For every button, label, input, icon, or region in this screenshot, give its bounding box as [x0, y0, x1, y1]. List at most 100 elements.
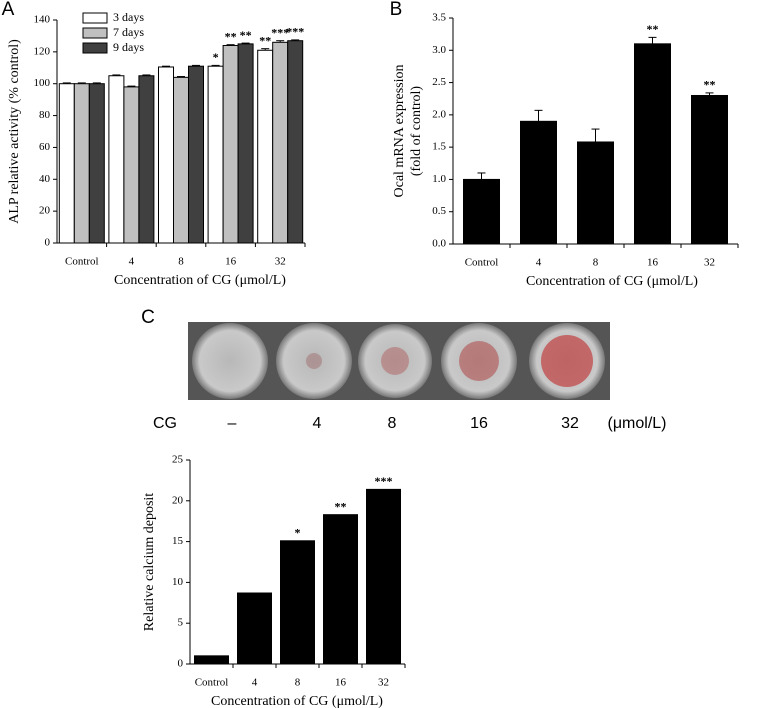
- significance: *: [213, 50, 219, 64]
- bar: [207, 65, 224, 244]
- y-tick-label: 3.0: [432, 44, 446, 56]
- y-tick-label: 1.5: [432, 141, 446, 153]
- bar: [463, 178, 500, 245]
- legend-label: 3 days: [113, 10, 144, 24]
- panel-label: A: [2, 0, 15, 20]
- significance: ***: [375, 474, 393, 488]
- x-tick-label: 4: [252, 677, 258, 689]
- y-tick-label: 2.5: [432, 76, 446, 88]
- x-tick-label: 16: [335, 677, 347, 689]
- panel-label: B: [390, 0, 403, 20]
- plate-prefix: CG: [153, 415, 177, 432]
- significance: **: [335, 499, 347, 513]
- y-tick-label: 5: [178, 617, 184, 629]
- plate-images: [188, 322, 610, 400]
- y-tick-label: 25: [172, 454, 184, 466]
- bar: [158, 66, 174, 244]
- bar: [194, 655, 229, 665]
- x-tick-label: 4: [536, 257, 542, 269]
- legend-swatch: [82, 12, 108, 24]
- y-tick-label: 60: [39, 141, 51, 153]
- x-tick-label: 32: [378, 677, 389, 689]
- y-tick-label: 0.0: [432, 238, 446, 250]
- x-tick-label: 32: [275, 256, 286, 268]
- bar: [237, 592, 272, 665]
- bar: [123, 86, 140, 244]
- plate-dose: 8: [388, 415, 397, 432]
- significance: **: [240, 28, 252, 42]
- panel-label: C: [141, 307, 155, 328]
- significance: ***: [271, 25, 289, 39]
- x-axis-label: Concentration of CG (μmol/L): [114, 273, 286, 288]
- bar: [691, 94, 728, 245]
- plate-dose: 4: [313, 415, 322, 432]
- significance: **: [259, 33, 271, 47]
- y-axis-label: Ocal mRNA expression: [392, 65, 407, 198]
- bar: [520, 120, 557, 245]
- bar: [58, 83, 75, 244]
- x-tick-label: 32: [704, 257, 715, 269]
- bar: [138, 75, 155, 244]
- y-tick-label: 10: [172, 576, 184, 588]
- x-tick-label: 8: [178, 256, 184, 268]
- y-tick-label: 20: [172, 494, 184, 506]
- bar: [73, 83, 90, 244]
- y-tick-label: 3.5: [432, 12, 446, 24]
- legend-label: 9 days: [113, 40, 144, 54]
- legend-label: 7 days: [113, 25, 144, 39]
- bar: [366, 488, 401, 665]
- plate-unit: (μmol/L): [608, 415, 667, 432]
- well: [192, 323, 268, 399]
- plate-dose: 16: [470, 415, 488, 432]
- y-tick-label: 0.5: [432, 205, 446, 217]
- stain: [541, 335, 593, 387]
- x-tick-label: Control: [195, 677, 229, 689]
- y-tick-label: 15: [172, 535, 184, 547]
- y-tick-label: 0: [45, 237, 51, 249]
- x-tick-label: 4: [129, 256, 135, 268]
- x-tick-label: 16: [647, 257, 659, 269]
- stain: [381, 347, 409, 375]
- bar: [280, 540, 315, 665]
- x-axis-label: Concentration of CG (μmol/L): [526, 274, 698, 289]
- bar: [188, 65, 204, 244]
- y-tick-label: 80: [39, 109, 51, 121]
- bar: [88, 83, 105, 244]
- plate-dose: –: [228, 415, 237, 432]
- significance: **: [647, 22, 659, 36]
- y-tick-label: 2.0: [432, 108, 446, 120]
- x-tick-label: Control: [65, 256, 99, 268]
- bar: [237, 43, 254, 244]
- y-axis-label: (fold of control): [409, 86, 424, 177]
- bar: [173, 76, 189, 244]
- x-tick-label: 8: [295, 677, 301, 689]
- x-tick-label: 16: [225, 256, 237, 268]
- y-tick-label: 1.0: [432, 173, 446, 185]
- significance: ***: [286, 25, 304, 39]
- y-axis-label: Relative calcium deposit: [142, 493, 157, 632]
- bar: [272, 41, 289, 244]
- stain: [306, 353, 322, 369]
- y-axis-label: ALP relative activity (% control): [7, 39, 22, 224]
- y-tick-label: 100: [34, 77, 51, 89]
- y-tick-label: 40: [39, 173, 51, 185]
- y-tick-label: 20: [39, 205, 51, 217]
- y-tick-label: 120: [34, 45, 51, 57]
- significance: **: [704, 78, 716, 92]
- plate-dose: 32: [561, 415, 579, 432]
- bar: [257, 49, 274, 244]
- bar: [287, 40, 304, 244]
- significance: **: [225, 29, 237, 43]
- bar: [108, 75, 125, 244]
- bar: [323, 514, 358, 665]
- bar: [634, 43, 671, 245]
- x-tick-label: 8: [593, 257, 599, 269]
- y-tick-label: 0: [178, 658, 184, 670]
- x-tick-label: Control: [465, 257, 499, 269]
- bar: [222, 44, 239, 244]
- significance: *: [295, 526, 301, 540]
- stain: [459, 341, 499, 381]
- legend-swatch: [82, 27, 108, 39]
